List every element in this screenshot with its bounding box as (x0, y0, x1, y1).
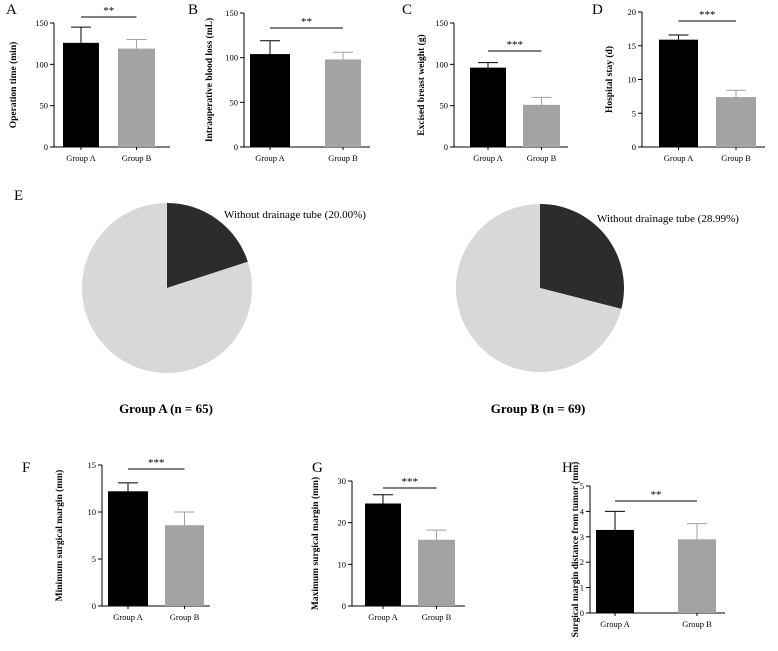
y-tick-label: 2 (580, 557, 584, 567)
y-tick-label: 150 (435, 18, 448, 28)
y-axis-label: Excised breast weight (g) (416, 34, 427, 135)
pie-slice-with-drainage (81, 203, 253, 373)
bar-group-a (63, 42, 99, 148)
bar-group-a (250, 54, 290, 147)
significance-marker: *** (148, 457, 165, 469)
x-tick-label: Group B (721, 153, 751, 163)
y-tick-label: 10 (338, 559, 347, 569)
panel-d-chart: D 0 5 10 15 20 Hospital stay (d) Group A Group B… (592, 2, 765, 163)
bar-group-a (108, 491, 148, 606)
y-tick-label: 15 (628, 41, 637, 51)
x-tick-label: Group A (255, 153, 285, 163)
y-tick-label: 0 (234, 142, 238, 152)
y-tick-label: 50 (230, 97, 239, 107)
bar-group-b (118, 48, 155, 148)
y-tick-label: 0 (444, 142, 448, 152)
panel-label-b: B (188, 2, 198, 18)
y-axis-label: Operation time (min) (8, 42, 19, 129)
x-tick-label: Group A (473, 153, 503, 163)
y-tick-label: 100 (225, 53, 238, 63)
pie-slice-label: Without drainage tube (20.00%) (224, 209, 366, 221)
panel-label-e: E (14, 188, 23, 204)
y-tick-label: 0 (632, 142, 636, 152)
significance-marker: ** (651, 489, 662, 501)
bar-group-b (165, 525, 204, 606)
y-tick-label: 100 (435, 59, 448, 69)
panel-c-chart: C 0 50 100 150 Excised breast weight (g) Group… (402, 2, 568, 163)
panel-label-f: F (22, 460, 30, 476)
bar-group-b (325, 59, 361, 147)
y-axis-label: Maximum surgical margin (mm) (310, 477, 321, 610)
significance-marker: *** (402, 476, 419, 488)
pie-chart-group-b: Without drainage tube (28.99%) Group B (n… (455, 204, 739, 416)
panel-g-chart: G 0 10 20 30 Maximum surgical margin (mm) Grou… (310, 460, 465, 622)
significance-marker: ** (301, 16, 312, 28)
x-tick-label: Group B (328, 153, 358, 163)
y-tick-label: 50 (40, 101, 49, 111)
bar-group-b (678, 539, 716, 613)
panel-label-c: C (402, 2, 412, 18)
pie-slice-label: Without drainage tube (28.99%) (597, 213, 739, 225)
y-tick-label: 20 (338, 518, 347, 528)
significance-marker: ** (103, 5, 114, 17)
x-tick-label: Group B (122, 153, 152, 163)
x-tick-label: Group A (600, 619, 630, 629)
y-tick-label: 150 (225, 8, 238, 18)
panel-label-a: A (6, 2, 17, 18)
y-tick-label: 5 (632, 108, 636, 118)
x-tick-label: Group A (66, 153, 96, 163)
pie-title: Group A (n = 65) (119, 401, 213, 416)
panel-f-chart: F 0 5 10 15 Minimum surgical margin (mm) Group… (22, 457, 210, 622)
x-tick-label: Group B (422, 612, 452, 622)
pie-chart-group-a: Without drainage tube (20.00%) Group A (n… (81, 203, 366, 416)
pie-slice-with-drainage (455, 204, 622, 373)
y-tick-label: 10 (628, 75, 637, 85)
x-tick-label: Group B (170, 612, 200, 622)
bar-group-b (716, 97, 756, 147)
x-tick-label: Group B (682, 619, 712, 629)
y-tick-label: 5 (580, 481, 584, 491)
significance-marker: *** (699, 9, 716, 21)
y-tick-label: 150 (35, 18, 48, 28)
y-tick-label: 3 (580, 532, 584, 542)
y-tick-label: 0 (580, 608, 584, 618)
y-tick-label: 1 (580, 583, 584, 593)
panel-a-chart: A 0 50 100 150 Operation time (min) Group A Gro… (6, 2, 170, 163)
x-tick-label: Group B (527, 153, 557, 163)
y-axis-label: Intraoperative blood loss (mL) (204, 18, 215, 142)
y-tick-label: 10 (88, 507, 97, 517)
bar-group-a (659, 39, 698, 147)
pie-slice-without-drainage (540, 204, 624, 309)
y-tick-label: 4 (580, 506, 585, 516)
y-tick-label: 50 (440, 101, 449, 111)
panel-b-chart: B 0 50 100 150 Intraoperative blood loss (mL)… (188, 2, 370, 163)
y-axis-label: Minimum surgical margin (mm) (54, 470, 65, 602)
bar-group-b (418, 539, 455, 606)
y-tick-label: 5 (92, 554, 96, 564)
x-tick-label: Group A (368, 612, 398, 622)
y-tick-label: 0 (92, 601, 96, 611)
y-tick-label: 0 (44, 142, 48, 152)
panel-label-d: D (592, 2, 603, 18)
y-tick-label: 0 (342, 601, 346, 611)
bar-group-a (596, 529, 634, 613)
y-tick-label: 15 (88, 460, 97, 470)
bar-group-b (523, 104, 560, 147)
bar-group-a (365, 503, 401, 606)
x-tick-label: Group A (113, 612, 143, 622)
panel-label-h: H (562, 460, 573, 476)
significance-marker: *** (507, 39, 524, 51)
pie-title: Group B (n = 69) (491, 401, 586, 416)
y-tick-label: 20 (628, 7, 637, 17)
y-axis-label: Surgical margin distance from tumor (mm) (570, 462, 581, 638)
bar-group-a (470, 67, 506, 147)
panel-label-g: G (312, 460, 323, 476)
pie-slice-without-drainage (167, 203, 248, 288)
y-tick-label: 30 (338, 476, 347, 486)
y-tick-label: 100 (35, 59, 48, 69)
y-axis-label: Hospital stay (d) (604, 46, 615, 113)
x-tick-label: Group A (664, 153, 694, 163)
